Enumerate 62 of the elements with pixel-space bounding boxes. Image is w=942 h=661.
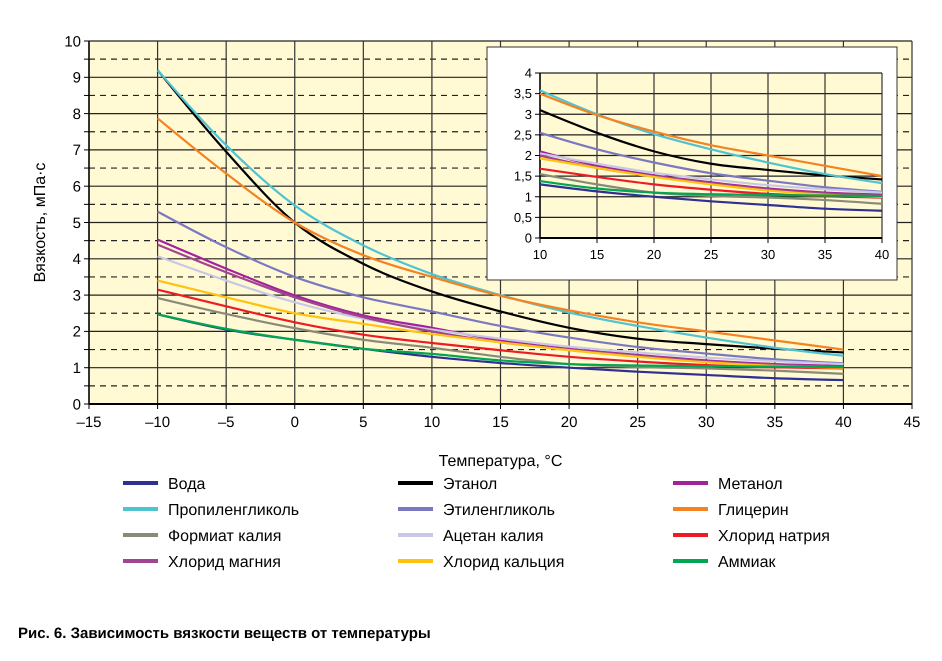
y-tick-label: 4: [524, 66, 532, 81]
y-tick-label: 0: [524, 230, 532, 246]
y-tick-label: 1,5: [514, 168, 532, 184]
y-tick-label: 9: [72, 70, 81, 87]
legend-label: Аммиак: [718, 554, 777, 571]
text: Рис. 6. Зависимость вязкости веществ от температуры: [18, 625, 431, 642]
x-tick-label: –15: [76, 414, 102, 431]
y-tick-label: 5: [72, 214, 81, 232]
legend-label: Хлорид магния: [168, 554, 281, 571]
x-tick-label: 30: [760, 247, 776, 262]
line-series: [156, 313, 845, 368]
legend-label: Формиат калия: [168, 528, 282, 545]
line-series: [156, 296, 845, 375]
y-tick-label: 2: [72, 324, 81, 341]
x-tick-label: 40: [835, 414, 852, 431]
x-tick-label: 35: [818, 247, 832, 262]
line-series: [538, 180, 884, 198]
y-tick-label: 10: [64, 33, 81, 50]
x-tick-label: 25: [704, 247, 718, 262]
legend-label: Этиленгликоль: [443, 502, 555, 519]
x-tick-label: 35: [766, 414, 784, 431]
x-tick-label: 25: [629, 414, 646, 431]
y-tick-label: 1: [72, 360, 81, 377]
legend-label: Хлорид кальция: [443, 554, 564, 571]
legend-label: Пропиленгликоль: [168, 502, 300, 519]
line-series: [538, 172, 884, 205]
legend-label: Метанол: [718, 476, 783, 493]
x-tick-label: 45: [904, 414, 920, 431]
y-tick-label: 8: [72, 106, 81, 123]
y-tick-label: 3: [524, 106, 532, 122]
x-tick-label: 5: [359, 414, 368, 431]
line-series: [538, 168, 884, 199]
legend-label: Вода: [168, 476, 206, 493]
x-tick-label: 10: [424, 414, 440, 431]
y-tick-label: 6: [72, 178, 81, 196]
y-tick-label: 2,5: [514, 127, 532, 142]
x-axis-title: Температура, °C: [438, 453, 562, 470]
legend-label: Этанол: [443, 476, 498, 493]
x-tick-label: 20: [560, 414, 578, 431]
y-tick-label: 7: [72, 142, 81, 160]
y-tick-label: 0,5: [514, 210, 532, 225]
y-tick-label: 3: [72, 287, 81, 304]
legend-label: Ацетан калия: [443, 528, 544, 545]
line-series: [156, 210, 845, 364]
y-tick-label: 0: [72, 396, 81, 414]
x-tick-label: 15: [492, 414, 509, 431]
legend-label: Хлорид натрия: [718, 528, 830, 545]
x-tick-label: –5: [218, 414, 235, 431]
x-tick-label: 15: [590, 247, 604, 262]
x-tick-label: 0: [290, 414, 299, 431]
y-tick-label: 1: [524, 189, 532, 204]
x-tick-label: –10: [145, 414, 170, 431]
line-series: [538, 132, 884, 193]
line-series: [538, 183, 884, 212]
x-tick-label: 20: [646, 247, 662, 262]
y-tick-label: 4: [72, 251, 81, 268]
x-tick-label: 40: [874, 247, 890, 262]
y-tick-label: 2: [524, 148, 532, 164]
x-tick-label: 30: [698, 414, 715, 431]
y-axis-title: Вязкость, мПа·с: [32, 162, 49, 282]
y-tick-label: 3,5: [514, 86, 532, 102]
legend-label: Глицерин: [718, 502, 789, 519]
